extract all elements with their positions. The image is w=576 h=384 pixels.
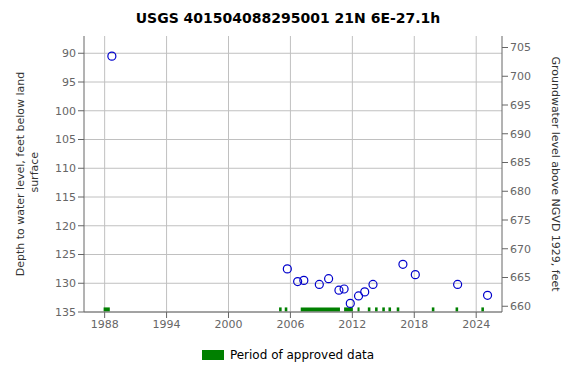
svg-text:680: 680 [510,185,531,198]
html-text:Period of approved data: Period of approved data [229,348,375,362]
svg-text:120: 120 [55,220,76,233]
svg-text:670: 670 [510,243,531,256]
svg-text:90: 90 [62,47,76,60]
svg-text:1994: 1994 [153,318,181,331]
svg-text:95: 95 [62,76,76,89]
svg-text:695: 695 [510,99,531,112]
svg-text:675: 675 [510,214,531,227]
svg-text:130: 130 [55,277,76,290]
svg-text:2000: 2000 [214,318,242,331]
svg-text:2018: 2018 [400,318,428,331]
svg-text:700: 700 [510,70,531,83]
svg-text:690: 690 [510,128,531,141]
svg-text:705: 705 [510,41,531,54]
svg-text:100: 100 [55,105,76,118]
svg-text:1988: 1988 [91,318,119,331]
svg-text:2012: 2012 [338,318,366,331]
svg-text:665: 665 [510,271,531,284]
svg-text:2006: 2006 [276,318,304,331]
svg-text:110: 110 [55,162,76,175]
svg-text:Depth to water level, feet bel: Depth to water level, feet below land su… [14,72,41,277]
svg-text:135: 135 [55,306,76,319]
svg-text:685: 685 [510,156,531,169]
svg-text:115: 115 [55,191,76,204]
svg-text:Groundwater level above NGVD 1: Groundwater level above NGVD 1929, feet [549,56,562,292]
svg-text:125: 125 [55,248,76,261]
svg-text:660: 660 [510,300,531,313]
html-text:USGS 401504088295001 21N 6E-27: USGS 401504088295001 21N 6E-27.1h [135,10,441,26]
svg-text:105: 105 [55,133,76,146]
svg-text:2024: 2024 [462,318,490,331]
